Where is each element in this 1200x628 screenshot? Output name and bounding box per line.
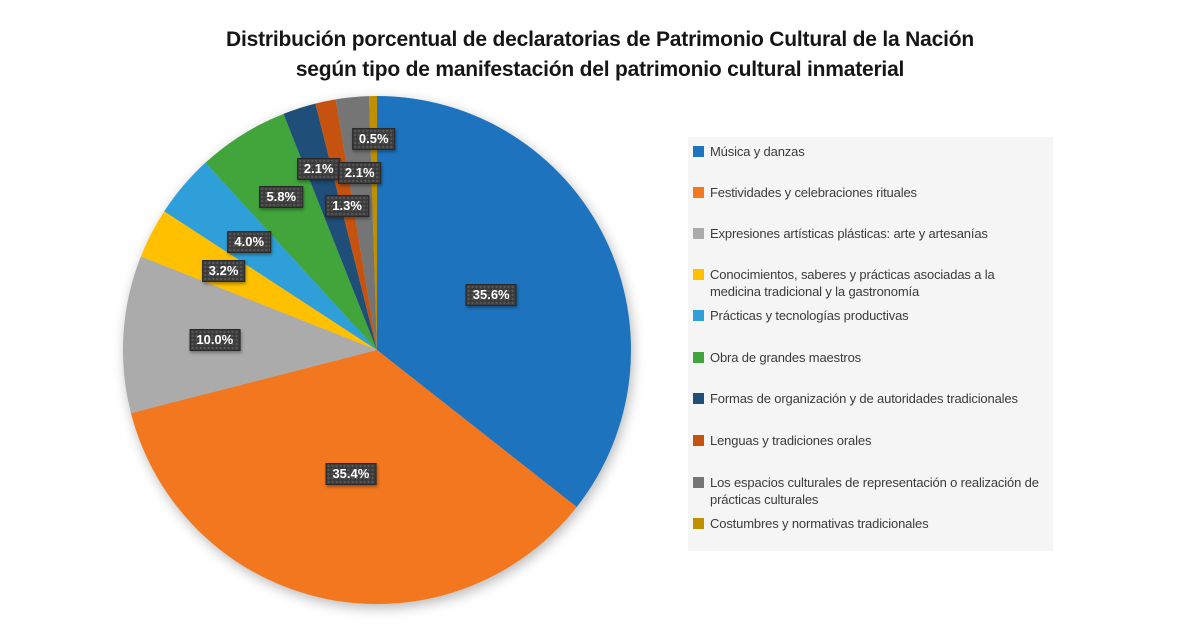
chart-title: Distribución porcentual de declaratorias… [0,25,1200,85]
pie-slice [123,256,378,414]
chart-title-line1: Distribución porcentual de declaratorias… [226,28,974,51]
legend-label: Prácticas y tecnologías productivas [710,308,909,323]
legend-label: Lenguas y tradiciones orales [710,433,872,448]
legend-label: Costumbres y normativas tradicionales [710,516,929,531]
legend-swatch [693,310,704,321]
legend-swatch [693,187,704,198]
legend-swatch [693,269,704,280]
legend-swatch [693,477,704,488]
legend: Música y danzas Festividades y celebracio… [688,137,1053,551]
legend-item: Lenguas y tradiciones orales [693,432,1047,449]
legend-label: Música y danzas [710,144,805,159]
legend-swatch [693,518,704,529]
pie-slice [164,162,377,350]
pie-slice [205,113,377,350]
legend-item: Formas de organización y de autoridades … [693,390,1047,407]
slice-value-label: 2.1% [296,157,341,180]
legend-label: Festividades y celebraciones rituales [710,185,917,200]
legend-label: Conocimientos, saberes y prácticas asoci… [710,267,995,299]
legend-label: Los espacios culturales de representació… [710,475,1039,507]
slice-value-label: 1.3% [325,194,369,217]
slice-value-label: 10.0% [189,328,241,351]
legend-swatch [693,393,704,404]
slice-value-label: 5.8% [259,186,304,209]
legend-item: Los espacios culturales de representació… [693,474,1047,508]
legend-swatch [693,228,704,239]
legend-item: Prácticas y tecnologías productivas [693,307,1047,324]
legend-item: Festividades y celebraciones rituales [693,184,1047,201]
legend-item: Expresiones artísticas plásticas: arte y… [693,225,1047,242]
legend-swatch [693,352,704,363]
slice-value-label: 0.5% [351,128,396,151]
legend-item: Obra de grandes maestros [693,349,1047,366]
slice-value-label: 3.2% [201,259,246,282]
legend-item: Música y danzas [693,143,1047,160]
legend-item: Costumbres y normativas tradicionales [693,515,1047,532]
legend-label: Obra de grandes maestros [710,350,862,365]
slice-value-label: 2.1% [337,162,382,184]
legend-label: Formas de organización y de autoridades … [710,391,1018,406]
pie-slice [335,96,377,350]
slice-value-label: 4.0% [227,230,272,253]
chart-title-line2: según tipo de manifestación del patrimon… [295,58,905,81]
legend-swatch [693,146,704,157]
slice-value-label: 35.6% [465,283,517,306]
pie-slice [140,211,377,350]
slice-value-label: 35.4% [325,463,377,486]
legend-swatch [693,435,704,446]
pie-slice [369,96,377,350]
legend-label: Expresiones artísticas plásticas: arte y… [710,226,988,241]
legend-item: Conocimientos, saberes y prácticas asoci… [693,266,1047,300]
